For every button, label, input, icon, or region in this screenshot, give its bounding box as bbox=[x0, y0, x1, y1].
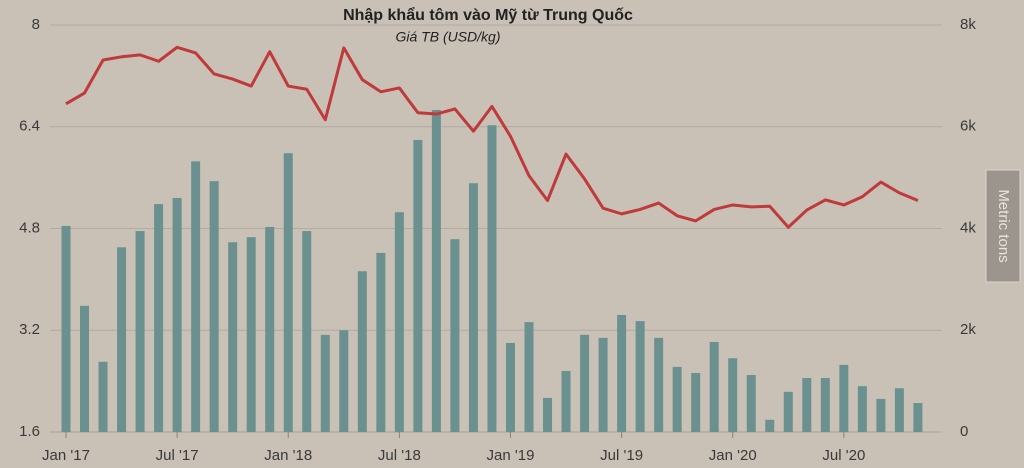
y2-tick-label: 4k bbox=[960, 219, 976, 236]
x-tick-label: Jul '17 bbox=[156, 447, 199, 464]
x-tick-label: Jan '19 bbox=[487, 447, 535, 464]
x-tick-label: Jul '20 bbox=[822, 447, 865, 464]
bar bbox=[487, 125, 497, 432]
bar bbox=[339, 330, 349, 432]
bar bbox=[431, 109, 441, 433]
bar bbox=[746, 375, 756, 432]
y2-axis-label: Metric tons bbox=[995, 189, 1012, 262]
bar bbox=[320, 334, 330, 432]
bar bbox=[524, 322, 534, 432]
bar bbox=[672, 366, 682, 432]
y2-tick-label: 0 bbox=[960, 423, 968, 440]
y-tick-label: 3.2 bbox=[19, 321, 40, 338]
price-line bbox=[65, 45, 919, 229]
bar bbox=[209, 181, 219, 432]
bar bbox=[580, 334, 590, 432]
bar bbox=[191, 161, 201, 432]
bar bbox=[246, 237, 256, 432]
bar bbox=[117, 247, 127, 432]
y-tick-label: 1.6 bbox=[19, 423, 40, 440]
bar bbox=[394, 212, 404, 432]
x-tick-label: Jan '17 bbox=[42, 447, 90, 464]
y2-tick-label: 2k bbox=[960, 321, 976, 338]
chart-subtitle: Giá TB (USD/kg) bbox=[395, 29, 500, 45]
bar bbox=[302, 231, 312, 432]
bar bbox=[691, 372, 701, 432]
bar bbox=[728, 358, 738, 432]
bar bbox=[783, 391, 793, 432]
bar bbox=[839, 364, 849, 432]
bar bbox=[450, 239, 460, 432]
y-tick-label: 4.8 bbox=[19, 219, 40, 236]
bar bbox=[709, 341, 719, 432]
x-tick-label: Jul '19 bbox=[600, 447, 643, 464]
bar bbox=[468, 183, 478, 432]
y-tick-label: 6.4 bbox=[19, 118, 40, 135]
bar bbox=[265, 226, 275, 432]
bar bbox=[543, 397, 553, 432]
bar bbox=[154, 204, 164, 432]
y2-tick-label: 8k bbox=[960, 16, 976, 33]
bar bbox=[98, 361, 108, 432]
bar bbox=[413, 139, 423, 433]
bar bbox=[765, 419, 775, 432]
bar bbox=[654, 337, 664, 432]
bar bbox=[376, 252, 386, 432]
bar bbox=[172, 197, 182, 432]
bar bbox=[617, 314, 627, 432]
bar bbox=[802, 378, 812, 432]
bar bbox=[505, 342, 515, 432]
bar bbox=[857, 386, 867, 432]
x-tick-label: Jan '20 bbox=[709, 447, 757, 464]
chart-title: Nhập khẩu tôm vào Mỹ từ Trung Quốc bbox=[343, 6, 633, 24]
bar bbox=[357, 271, 367, 432]
bar bbox=[283, 153, 293, 432]
y2-tick-label: 6k bbox=[960, 118, 976, 135]
y-tick-label: 8 bbox=[32, 16, 40, 33]
bar bbox=[61, 225, 71, 432]
bar bbox=[561, 370, 571, 432]
x-tick-label: Jul '18 bbox=[378, 447, 421, 464]
x-tick-label: Jan '18 bbox=[264, 447, 312, 464]
bar bbox=[876, 398, 886, 432]
y2-label-box bbox=[985, 169, 1021, 283]
bar bbox=[820, 378, 830, 432]
bar bbox=[598, 337, 608, 432]
bar bbox=[80, 305, 90, 432]
bar bbox=[894, 388, 904, 432]
bar bbox=[228, 242, 238, 432]
bar bbox=[913, 403, 923, 432]
bar bbox=[635, 321, 645, 432]
bar bbox=[135, 231, 145, 432]
